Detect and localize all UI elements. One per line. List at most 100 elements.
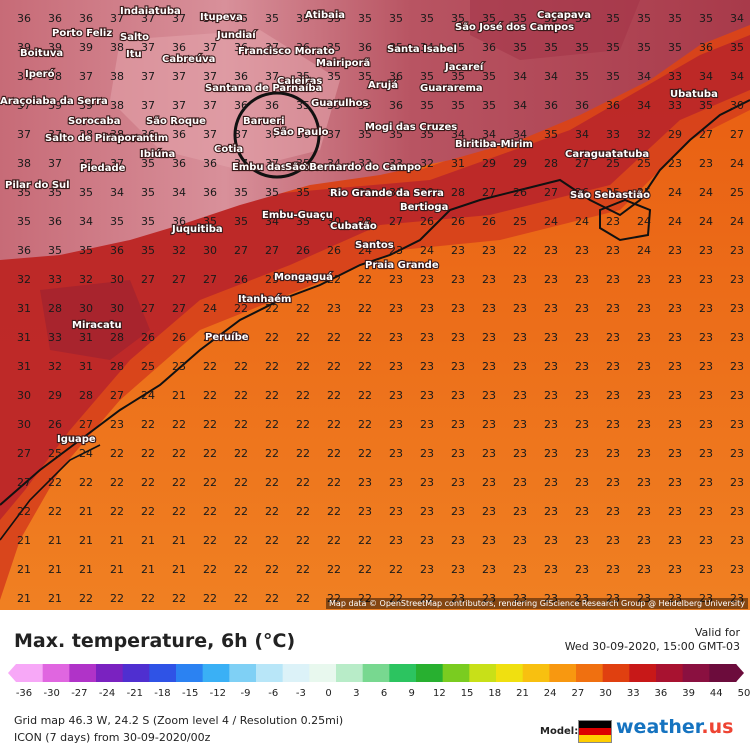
temperature-value: 22 bbox=[358, 418, 372, 431]
temperature-value: 23 bbox=[699, 563, 713, 576]
temperature-value: 35 bbox=[234, 12, 248, 25]
temperature-value: 23 bbox=[513, 505, 527, 518]
temperature-value: 23 bbox=[606, 447, 620, 460]
city-label: Caçapava bbox=[537, 10, 591, 21]
temperature-value: 23 bbox=[482, 244, 496, 257]
temperature-grid: 36 36 36 37 37 37 37 35 35 35 35 35 35 35 35 35 35 35 35 35… bbox=[17, 12, 744, 605]
temperature-value: 21 bbox=[48, 563, 62, 576]
city-label: Cabreúva bbox=[162, 53, 215, 65]
temperature-value: 35 bbox=[513, 41, 527, 54]
scale-swatch bbox=[469, 664, 497, 682]
temperature-value: 23 bbox=[544, 563, 558, 576]
temperature-value: 22 bbox=[265, 331, 279, 344]
temperature-value: 35 bbox=[296, 12, 310, 25]
temperature-value: 27 bbox=[544, 186, 558, 199]
temperature-value: 23 bbox=[637, 360, 651, 373]
scale-tick-label: 27 bbox=[571, 688, 585, 699]
temperature-value: 31 bbox=[79, 360, 93, 373]
temperature-value: 23 bbox=[513, 418, 527, 431]
temperature-value: 34 bbox=[730, 12, 744, 25]
temperature-value: 23 bbox=[482, 476, 496, 489]
city-label: Peruíbe bbox=[205, 331, 249, 343]
temperature-value: 23 bbox=[482, 360, 496, 373]
temperature-value: 25 bbox=[637, 157, 651, 170]
temperature-value: 35 bbox=[234, 186, 248, 199]
temperature-value: 35 bbox=[265, 186, 279, 199]
scale-swatch bbox=[629, 664, 657, 682]
temperature-value: 22 bbox=[265, 592, 279, 605]
temperature-value: 23 bbox=[482, 534, 496, 547]
temperature-value: 23 bbox=[699, 476, 713, 489]
temperature-value: 23 bbox=[668, 360, 682, 373]
temperature-value: 23 bbox=[730, 534, 744, 547]
city-label: São José dos Campos bbox=[455, 21, 574, 33]
temperature-value: 28 bbox=[79, 389, 93, 402]
temperature-value: 22 bbox=[234, 331, 248, 344]
temperature-value: 22 bbox=[296, 360, 310, 373]
temperature-value: 35 bbox=[358, 99, 372, 112]
temperature-value: 22 bbox=[203, 389, 217, 402]
temperature-map[interactable]: 36 36 36 37 37 37 37 35 35 35 35 35 35 35 35 35 35 35 35 35… bbox=[0, 0, 750, 610]
temperature-value: 31 bbox=[17, 302, 31, 315]
map-attribution[interactable]: Map data © OpenStreetMap contributors, r… bbox=[326, 598, 748, 609]
temperature-value: 30 bbox=[79, 302, 93, 315]
temperature-value: 21 bbox=[141, 563, 155, 576]
temperature-value: 23 bbox=[730, 592, 744, 605]
temperature-value: 33 bbox=[358, 186, 372, 199]
brand-logo[interactable]: weather.us bbox=[616, 716, 734, 738]
temperature-value: 23 bbox=[606, 331, 620, 344]
temperature-value: 26 bbox=[296, 244, 310, 257]
temperature-value: 34 bbox=[79, 215, 93, 228]
temperature-value: 23 bbox=[451, 476, 465, 489]
temperature-value: 35 bbox=[420, 99, 434, 112]
temperature-value: 36 bbox=[389, 70, 403, 83]
temperature-value: 37 bbox=[203, 12, 217, 25]
temperature-value: 22 bbox=[327, 389, 341, 402]
city-label: Embu das Artes bbox=[232, 162, 321, 173]
temperature-value: 26 bbox=[327, 244, 341, 257]
temperature-value: 27 bbox=[141, 302, 155, 315]
temperature-value: 27 bbox=[79, 418, 93, 431]
temperature-value: 23 bbox=[699, 331, 713, 344]
temperature-value: 34 bbox=[110, 186, 124, 199]
temperature-value: 39 bbox=[79, 99, 93, 112]
temperature-value: 27 bbox=[482, 186, 496, 199]
temperature-value: 23 bbox=[606, 505, 620, 518]
temperature-value: 22 bbox=[389, 563, 403, 576]
temperature-value: 34 bbox=[265, 215, 279, 228]
temperature-value: 37 bbox=[110, 12, 124, 25]
temperature-value: 37 bbox=[172, 70, 186, 83]
temperature-value: 23 bbox=[606, 534, 620, 547]
temperature-value: 25 bbox=[48, 447, 62, 460]
temperature-value: 23 bbox=[606, 418, 620, 431]
temperature-value: 35 bbox=[296, 186, 310, 199]
temperature-value: 35 bbox=[606, 41, 620, 54]
temperature-value: 34 bbox=[544, 70, 558, 83]
temperature-value: 22 bbox=[234, 592, 248, 605]
temperature-value: 22 bbox=[110, 447, 124, 460]
scale-swatch bbox=[122, 664, 150, 682]
temperature-value: 31 bbox=[17, 331, 31, 344]
temperature-value: 22 bbox=[234, 476, 248, 489]
city-label: Pilar do Sul bbox=[5, 180, 70, 191]
temperature-value: 23 bbox=[358, 476, 372, 489]
temperature-value: 28 bbox=[110, 331, 124, 344]
temperature-value: 35 bbox=[327, 70, 341, 83]
temperature-value: 32 bbox=[172, 244, 186, 257]
city-label: Santana de Parnaíba bbox=[205, 82, 322, 94]
city-label: Caraguatatuba bbox=[565, 149, 649, 160]
temperature-value: 35 bbox=[606, 12, 620, 25]
temperature-value: 23 bbox=[575, 331, 589, 344]
temperature-value: 38 bbox=[110, 99, 124, 112]
temperature-value: 22 bbox=[203, 592, 217, 605]
temperature-value: 37 bbox=[141, 70, 155, 83]
scale-swatch bbox=[549, 664, 577, 682]
scale-tick-label: -15 bbox=[181, 688, 199, 699]
city-label: Mongaguá bbox=[274, 271, 333, 283]
temperature-value: 35 bbox=[668, 12, 682, 25]
temperature-value: 39 bbox=[17, 41, 31, 54]
scale-tick-label: 21 bbox=[516, 688, 529, 699]
city-label: Ubatuba bbox=[670, 89, 718, 100]
temperature-value: 34 bbox=[730, 70, 744, 83]
scale-swatch bbox=[416, 664, 444, 682]
